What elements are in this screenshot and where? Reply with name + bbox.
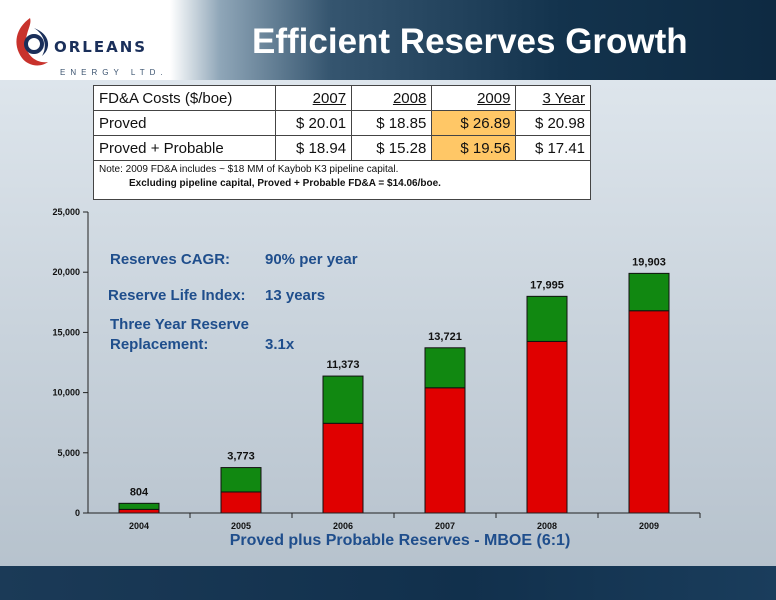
table-cell-highlight: $ 26.89 [431, 110, 517, 136]
footer-band [0, 566, 776, 600]
table-header-cell: 3 Year [515, 85, 591, 111]
x-tick-label: 2007 [435, 521, 455, 531]
y-axis: 0 5,000 10,000 15,000 20,000 25,000 [52, 207, 89, 518]
bar-total-label: 13,721 [428, 331, 462, 343]
bars: 804 3,773 11,373 13,721 17,995 19,903 [118, 256, 670, 514]
table-cell: $ 15.28 [351, 135, 433, 161]
row-label: Proved [93, 110, 276, 136]
replacement-value: 3.1x [265, 336, 295, 353]
bar-segment-red [526, 340, 568, 514]
bar-segment-red [220, 491, 262, 514]
bar-total-label: 11,373 [326, 359, 359, 371]
note-cell: Note: 2009 FD&A includes ~ $18 MM of Kay… [93, 160, 591, 200]
x-tick-label: 2004 [129, 521, 149, 531]
note-line-2: Excluding pipeline capital, Proved + Pro… [129, 178, 441, 189]
orleans-logo: ORLEANS ENERGY LTD. [10, 14, 170, 77]
bar-segment-green [220, 467, 262, 493]
table-cell-highlight: $ 19.56 [431, 135, 517, 161]
table-row: Proved + Probable $ 18.94 $ 15.28 $ 19.5… [93, 135, 591, 161]
y-tick-label: 25,000 [52, 207, 80, 217]
x-axis: 2004 2005 2006 2007 2008 2009 [88, 512, 701, 531]
replacement-label-1: Three Year Reserve [110, 316, 249, 333]
x-axis-title: Proved plus Probable Reserves - MBOE (6:… [229, 532, 571, 549]
table-cell: $ 20.01 [274, 110, 353, 136]
bar-segment-green [628, 272, 670, 312]
header-banner: ORLEANS ENERGY LTD. Efficient Reserves G… [0, 0, 776, 80]
row-label: Proved + Probable [93, 135, 276, 161]
y-tick-label: 15,000 [52, 327, 80, 337]
fda-cost-table: FD&A Costs ($/boe) 2007 2008 2009 3 Year… [93, 85, 591, 200]
bar-segment-green [322, 375, 364, 424]
rli-value: 13 years [265, 287, 326, 304]
bar-total-label: 17,995 [530, 279, 564, 291]
x-tick-label: 2006 [333, 521, 353, 531]
note-line-1: Note: 2009 FD&A includes ~ $18 MM of Kay… [99, 164, 399, 175]
bar-segment-green [118, 502, 160, 510]
x-tick-label: 2008 [537, 521, 557, 531]
y-tick-label: 0 [75, 508, 80, 518]
y-tick-label: 10,000 [52, 388, 80, 398]
cagr-label: Reserves CAGR: [110, 251, 231, 268]
y-tick-label: 5,000 [57, 448, 80, 458]
bar-segment-green [526, 295, 568, 342]
bar-total-label: 19,903 [632, 256, 666, 268]
table-header-row: FD&A Costs ($/boe) 2007 2008 2009 3 Year [93, 85, 591, 111]
cagr-value: 90% per year [265, 251, 358, 268]
bar-total-label: 3,773 [227, 451, 255, 463]
logo-wordmark: ORLEANS [54, 38, 148, 56]
bar-segment-red [628, 310, 670, 514]
x-tick-label: 2005 [231, 521, 251, 531]
bar-segment-red [424, 387, 466, 514]
replacement-label-2: Replacement: [110, 336, 209, 353]
bar-segment-green [424, 347, 466, 389]
table-row: Proved $ 20.01 $ 18.85 $ 26.89 $ 20.98 [93, 110, 591, 136]
rli-label: Reserve Life Index: [108, 287, 246, 304]
slide-title: Efficient Reserves Growth [252, 22, 688, 61]
x-tick-label: 2009 [639, 521, 659, 531]
bar-segment-red [118, 508, 160, 514]
note-row: Note: 2009 FD&A includes ~ $18 MM of Kay… [93, 160, 591, 200]
logo-subtitle: ENERGY LTD. [60, 68, 168, 77]
flame-icon [16, 18, 49, 66]
reserves-bar-chart: 0 5,000 10,000 15,000 20,000 25,000 804 3,773 1… [52, 207, 701, 531]
y-tick-label: 20,000 [52, 267, 80, 277]
bar-total-label: 804 [130, 486, 149, 498]
bar-segment-red [322, 422, 364, 514]
